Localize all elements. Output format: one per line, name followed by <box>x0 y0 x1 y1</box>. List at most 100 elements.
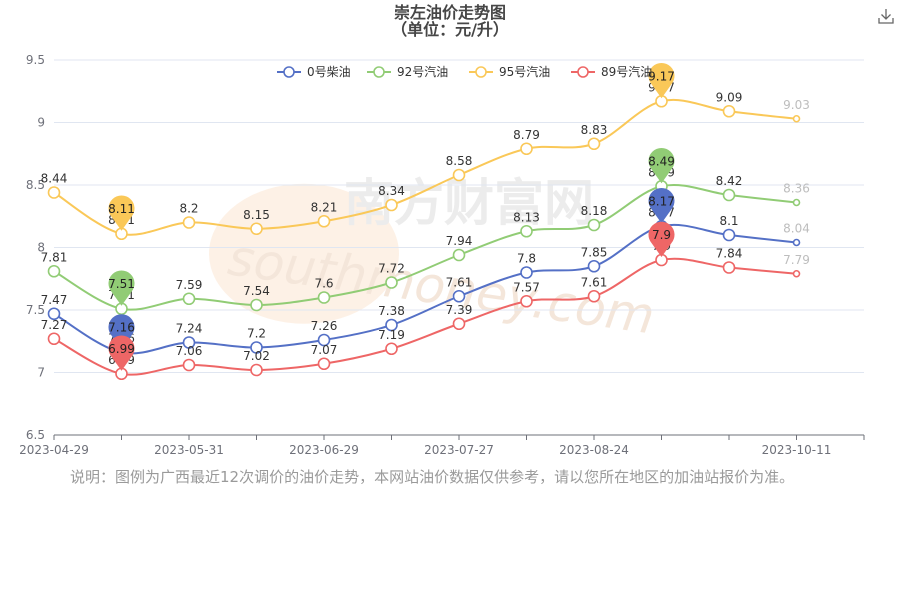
data-label: 7.07 <box>311 343 338 357</box>
download-icon <box>878 9 894 24</box>
chart-title-unit: （单位：元/升） <box>391 20 509 39</box>
data-label: 7.79 <box>783 253 810 267</box>
data-point <box>792 198 801 207</box>
min-pin-label: 8.11 <box>108 202 135 216</box>
min-pin-label: 7.16 <box>108 321 135 335</box>
max-pin-label: 8.49 <box>648 154 675 168</box>
data-point <box>47 264 61 278</box>
max-pin <box>648 147 675 184</box>
x-tick-label: 2023-10-11 <box>762 443 832 457</box>
legend-item-0: 0号柴油 <box>307 65 351 79</box>
data-label: 8.04 <box>783 222 810 236</box>
x-tick-label: 2023-07-27 <box>424 443 494 457</box>
min-pin-label: 6.99 <box>108 342 135 356</box>
legend-item-2: 95号汽油 <box>499 64 550 79</box>
min-pin-label: 7.51 <box>108 277 135 291</box>
y-tick-label: 8 <box>37 241 45 255</box>
data-point <box>452 317 466 331</box>
data-label: 8.18 <box>581 204 608 218</box>
data-label: 8.44 <box>41 172 68 186</box>
data-label: 8.15 <box>243 208 270 222</box>
watermark-text: 南方财富网 <box>344 174 594 232</box>
data-point <box>587 137 601 151</box>
data-label: 7.02 <box>243 349 270 363</box>
data-point <box>385 318 398 332</box>
data-point <box>520 224 533 238</box>
y-tick-label: 8.5 <box>26 178 45 192</box>
data-point <box>47 307 61 321</box>
data-point <box>317 357 331 371</box>
data-label: 9.03 <box>783 98 810 112</box>
data-point <box>452 168 466 182</box>
x-tick-label: 2023-06-29 <box>289 443 359 457</box>
data-point <box>385 276 398 289</box>
data-label: 7.94 <box>446 234 473 248</box>
legend-item-3: 89号汽油 <box>601 64 652 79</box>
data-point <box>317 214 331 228</box>
legend-marker <box>373 66 385 78</box>
min-pin <box>108 195 135 231</box>
chart-note: 说明：图例为广西最近12次调价的油价走势，本网站油价数据仅供参考，请以您所在地区… <box>70 468 795 486</box>
max-pin-label: 9.17 <box>648 69 675 83</box>
data-label: 8.79 <box>513 128 540 142</box>
data-label: 7.85 <box>581 245 608 259</box>
data-label: 7.59 <box>176 278 203 292</box>
legend-item-1: 92号汽油 <box>397 64 448 79</box>
data-label: 7.61 <box>581 275 608 289</box>
y-tick-label: 7.5 <box>26 303 45 317</box>
download-button[interactable] <box>876 6 896 26</box>
data-point <box>385 342 398 356</box>
data-label: 7.54 <box>243 284 270 298</box>
y-tick-label: 7 <box>37 366 45 380</box>
data-point <box>385 198 398 212</box>
data-point <box>722 188 736 202</box>
data-point <box>250 363 263 377</box>
data-point <box>182 292 196 306</box>
data-point <box>47 186 61 199</box>
watermark-logo <box>209 183 399 324</box>
legend-marker <box>475 66 487 78</box>
data-label: 7.27 <box>41 318 68 332</box>
data-point <box>587 218 601 232</box>
data-point <box>250 298 263 312</box>
chart-title: 崇左油价走势图 （单位：元/升） <box>0 4 900 38</box>
data-point <box>182 358 196 372</box>
data-label: 7.06 <box>176 344 203 358</box>
data-label: 7.84 <box>716 247 743 261</box>
max-pin <box>648 62 675 99</box>
data-point <box>182 216 196 229</box>
data-point <box>520 142 533 156</box>
data-label: 8.83 <box>581 123 608 137</box>
y-tick-label: 9 <box>37 116 45 130</box>
data-point <box>317 291 331 304</box>
data-point <box>182 336 196 349</box>
data-label: 8.34 <box>378 184 405 198</box>
data-label: 8.36 <box>783 182 810 196</box>
data-point <box>722 104 736 118</box>
data-point <box>250 222 263 236</box>
data-label: 7.61 <box>446 275 473 289</box>
data-point <box>722 261 736 274</box>
data-label: 7.57 <box>513 280 540 294</box>
data-point <box>587 289 601 303</box>
x-tick-label: 2023-08-24 <box>559 443 629 457</box>
data-label: 8.13 <box>513 210 540 224</box>
data-point <box>792 269 801 278</box>
max-pin <box>648 221 675 257</box>
data-point <box>792 114 801 123</box>
x-tick-label: 2023-05-31 <box>154 443 224 457</box>
data-label: 7.39 <box>446 303 473 317</box>
data-label: 7.38 <box>378 304 405 318</box>
min-pin <box>108 335 135 371</box>
data-label: 7.81 <box>41 250 68 264</box>
data-label: 7.19 <box>378 328 405 342</box>
x-tick-label: 2023-04-29 <box>19 443 89 457</box>
data-point <box>587 259 601 273</box>
y-tick-label: 9.5 <box>26 53 45 67</box>
data-point <box>317 333 331 347</box>
data-label: 8.58 <box>446 154 473 168</box>
min-pin <box>108 270 135 306</box>
data-point <box>452 248 466 262</box>
max-pin-label: 7.9 <box>652 228 671 242</box>
